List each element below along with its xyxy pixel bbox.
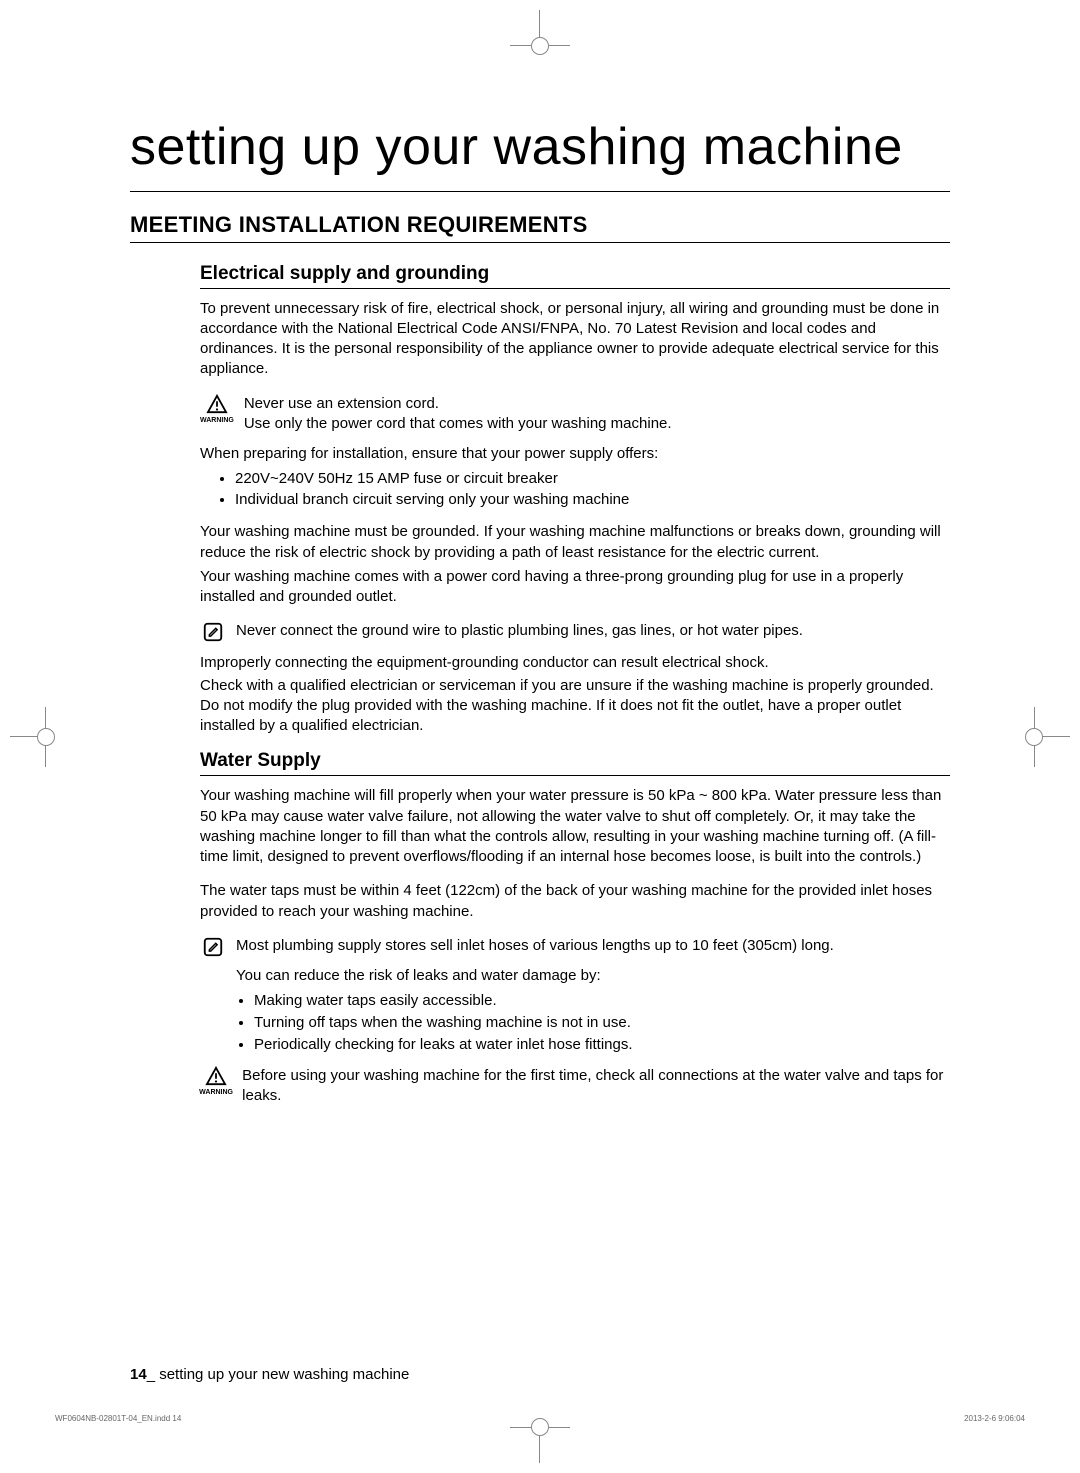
page-footer: 14_ setting up your new washing machine — [130, 1366, 409, 1383]
section-heading: MEETING INSTALLATION REQUIREMENTS — [130, 212, 950, 243]
print-footer-right: 2013-2-6 9:06:04 — [964, 1414, 1025, 1423]
footer-sep: _ — [147, 1366, 155, 1383]
warning-callout: WARNING Before using your washing machin… — [200, 1066, 950, 1107]
subsection-water-heading: Water Supply — [200, 750, 950, 776]
warning-callout: WARNING Never use an extension cord. Use… — [200, 394, 950, 435]
note-icon — [202, 936, 224, 958]
bullet-list: Making water taps easily accessible. Tur… — [254, 990, 950, 1055]
note-icon — [202, 621, 224, 643]
registration-mark — [531, 1418, 549, 1436]
page-title: setting up your washing machine — [130, 120, 950, 175]
page-content: setting up your washing machine MEETING … — [130, 120, 950, 1116]
note-text: Most plumbing supply stores sell inlet h… — [236, 936, 950, 956]
warning-text-line2: Use only the power cord that comes with … — [244, 414, 672, 434]
paragraph: Your washing machine must be grounded. I… — [200, 522, 950, 563]
paragraph: To prevent unnecessary risk of ﬁre, elec… — [200, 299, 950, 380]
paragraph: The water taps must be within 4 feet (12… — [200, 881, 950, 922]
footer-label: setting up your new washing machine — [155, 1366, 409, 1383]
note-callout: Never connect the ground wire to plastic… — [200, 621, 950, 643]
warning-label: WARNING — [199, 1088, 233, 1097]
paragraph: You can reduce the risk of leaks and wat… — [236, 966, 950, 986]
paragraph: Your washing machine will ﬁll properly w… — [200, 786, 950, 867]
warning-icon — [206, 394, 228, 414]
list-item: 220V~240V 50Hz 15 AMP fuse or circuit br… — [235, 468, 950, 489]
list-item: Turning off taps when the washing machin… — [254, 1012, 950, 1034]
paragraph: Check with a qualiﬁed electrician or ser… — [200, 676, 950, 737]
warning-text-line1: Never use an extension cord. — [244, 394, 672, 414]
note-callout: Most plumbing supply stores sell inlet h… — [200, 936, 950, 1056]
registration-mark — [1025, 728, 1043, 746]
registration-mark — [531, 37, 549, 55]
list-item: Individual branch circuit serving only y… — [235, 489, 950, 510]
list-item: Making water taps easily accessible. — [254, 990, 950, 1012]
print-footer-left: WF0604NB-02801T-04_EN.indd 14 — [55, 1414, 181, 1423]
page-number: 14 — [130, 1366, 147, 1383]
subsection-electrical-heading: Electrical supply and grounding — [200, 263, 950, 289]
title-underline — [130, 191, 950, 192]
warning-label: WARNING — [200, 416, 234, 425]
paragraph: Improperly connecting the equipment-grou… — [200, 653, 950, 673]
warning-icon — [205, 1066, 227, 1086]
paragraph: Your washing machine comes with a power … — [200, 567, 950, 608]
warning-text: Before using your washing machine for th… — [242, 1066, 950, 1107]
bullet-list: 220V~240V 50Hz 15 AMP fuse or circuit br… — [235, 468, 950, 510]
registration-mark — [37, 728, 55, 746]
note-text: Never connect the ground wire to plastic… — [236, 621, 803, 641]
paragraph: When preparing for installation, ensure … — [200, 444, 950, 464]
list-item: Periodically checking for leaks at water… — [254, 1034, 950, 1056]
